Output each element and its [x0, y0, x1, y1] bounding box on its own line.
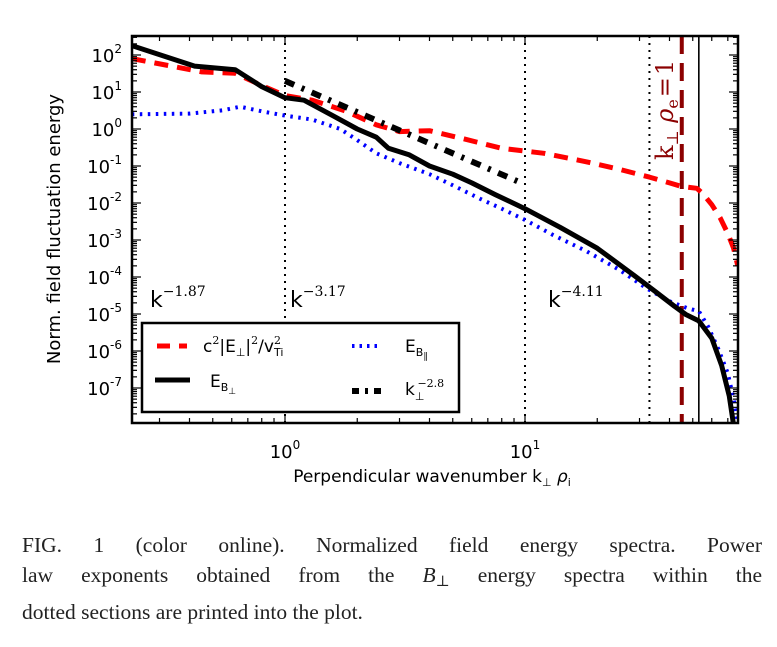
legend-label-b-par: EB∥ [405, 337, 428, 362]
x-axis-label: Perpendicular wavenumber k⊥ ρi [293, 467, 571, 489]
figure-chart: k−1.87 k−3.17 k−4.11 k⊥ ρe=1 c2|E⊥|2/v2 Ti E… [44, 34, 740, 489]
y-tick-label: 10-1 [87, 153, 122, 178]
y-tick-label: 10-3 [87, 227, 122, 252]
data-series [132, 43, 738, 423]
plot-frame [130, 34, 740, 425]
y-tick-label: 10-4 [87, 264, 122, 289]
caption-text: law exponents obtained from the [22, 563, 423, 587]
caption-line-2: law exponents obtained from the B⊥ energ… [22, 560, 762, 597]
caption-line-3: dotted sections are printed into the plo… [22, 600, 363, 624]
exponent-annotations: k−1.87 k−3.17 k−4.11 [150, 284, 604, 313]
legend-box [140, 321, 461, 414]
x-tick-label: 100 [270, 438, 301, 463]
y-axis-label: Norm. field fluctuation energy [44, 94, 65, 365]
exponent-label: k−3.17 [290, 284, 346, 313]
y-tick-label: 10-2 [87, 190, 122, 215]
caption-math-sub: ⊥ [435, 574, 450, 590]
caption-text: energy spectra within the [449, 563, 763, 587]
series-line-e-perp [132, 56, 738, 267]
series-line-b-perp [132, 43, 736, 423]
legend: c2|E⊥|2/v2 Ti EB∥ EB⊥ k⊥−2.8 [140, 321, 461, 414]
y-tick-label: 100 [91, 116, 122, 141]
axis-ticks [132, 36, 738, 423]
series-line-b-par [132, 104, 738, 423]
electron-scale-label: k⊥ ρe=1 [651, 60, 682, 160]
y-tick-label: 10-7 [87, 375, 122, 400]
y-tick-label: 102 [91, 42, 122, 67]
y-tick-label: 101 [91, 79, 122, 104]
figure-caption: FIG. 1 (color online). Normalized field … [22, 530, 762, 627]
x-tick-label: 101 [510, 438, 541, 463]
legend-label-fit: k⊥−2.8 [405, 377, 444, 403]
y-tick-label: 10-6 [87, 338, 122, 363]
legend-label-e-perp: c2|E⊥|2/v2 Ti [203, 334, 283, 359]
caption-math-b: B [422, 563, 436, 587]
y-tick-label: 10-5 [87, 301, 122, 326]
exponent-label: k−4.11 [548, 284, 604, 313]
caption-line-1: FIG. 1 (color online). Normalized field … [22, 533, 762, 557]
legend-label-b-perp: EB⊥ [210, 372, 236, 397]
tick-labels: 100 101 102 101 100 10-1 10-2 10-3 10-4 10-5 10-6 1… [87, 42, 540, 463]
exponent-label: k−1.87 [150, 284, 206, 313]
kperp-rho-e-label: k⊥ ρe=1 [651, 60, 682, 160]
